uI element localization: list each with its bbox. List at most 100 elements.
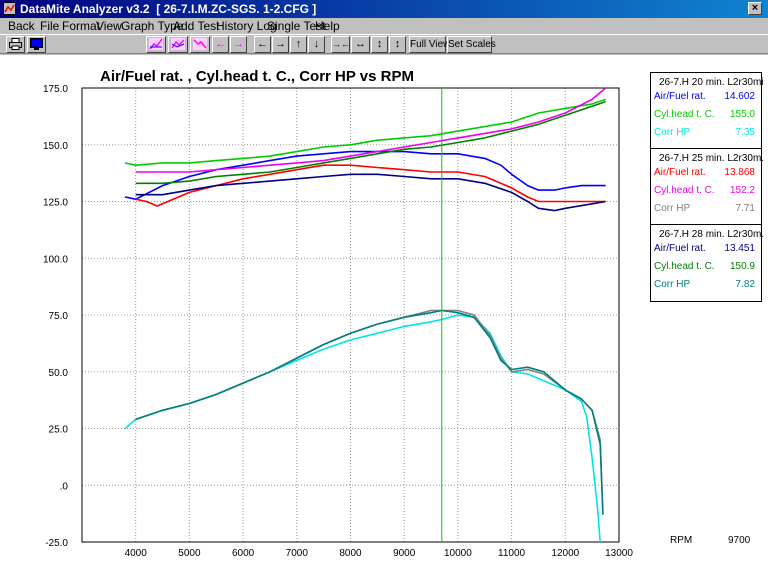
legend-row: Cyl.head t. C. 150.9 [654, 261, 759, 274]
legend-series-value: 155.0 [729, 109, 755, 120]
graph-next-button[interactable]: → [230, 36, 247, 53]
legend-header: 26-7.H 28 min. L2r30m. [659, 229, 765, 240]
y-tick-label: 125.0 [43, 198, 68, 209]
print-icon [9, 38, 22, 50]
full-view-button[interactable]: Full View [409, 36, 450, 53]
arrow-down-icon: ↓ [313, 38, 320, 50]
compress-horizontal-button[interactable]: →← [331, 36, 350, 53]
expand-horizontal-icon: →← [332, 39, 350, 49]
series-line [135, 173, 606, 212]
legend-series-name: Corr HP [654, 279, 691, 290]
legend-row: Air/Fuel rat. 13.451 [654, 243, 759, 256]
menu-single-test[interactable]: Single Test [267, 19, 326, 33]
series-line [135, 100, 606, 185]
legend-row: Corr HP 7.71 [654, 203, 759, 216]
graph-up-button[interactable] [146, 36, 166, 53]
arrow-right-icon: → [275, 38, 286, 50]
y-tick-label: 100.0 [43, 254, 68, 265]
x-tick-label: 12000 [551, 548, 579, 559]
menu-view[interactable]: View [96, 19, 122, 33]
pan-up-button[interactable]: ↑ [290, 36, 307, 53]
legend-series-name: Corr HP [654, 127, 691, 138]
legend-series-value: 152.2 [729, 185, 755, 196]
graph-prev-button[interactable]: ← [212, 36, 229, 53]
x-tick-label: 5000 [178, 548, 201, 559]
legend-header: 26-7.H 25 min. L2r30m. [659, 153, 765, 164]
menu-history-log[interactable]: History Log [216, 19, 277, 33]
pan-left-button[interactable]: ← [254, 36, 271, 53]
compress-vertical-button[interactable]: ↕ [371, 36, 388, 53]
stretch-horizontal-icon: ↔ [355, 38, 366, 50]
plot-frame [81, 87, 620, 543]
graph-multi-button[interactable] [168, 36, 188, 53]
compress-vertical-icon: ↕ [376, 38, 383, 50]
menu-file[interactable]: File [40, 19, 60, 33]
arrow-left-icon: ← [257, 38, 268, 50]
menu-back[interactable]: Back [8, 19, 35, 33]
series-line [124, 150, 606, 200]
legend-test-2: 26-7.H 25 min. L2r30m. Air/Fuel rat. 13.… [650, 148, 765, 226]
series-line [135, 309, 604, 515]
arrow-right-icon: → [233, 38, 244, 50]
x-tick-label: 10000 [444, 548, 472, 559]
legend-row: Air/Fuel rat. 13.868 [654, 167, 759, 180]
pan-down-button[interactable]: ↓ [308, 36, 325, 53]
series-group [124, 87, 607, 543]
legend-row: Corr HP 7.82 [654, 279, 759, 292]
menu-format[interactable]: Format [62, 19, 101, 33]
legend-row: Cyl.head t. C. 155.0 [654, 109, 759, 122]
graph-multi-icon [171, 38, 185, 50]
legend-row: Air/Fuel rat. 14.602 [654, 91, 759, 104]
menu-help[interactable]: Help [315, 19, 340, 33]
chart[interactable]: Air/Fuel rat. , Cyl.head t. C., Corr HP … [0, 55, 768, 576]
stretch-horizontal-button[interactable]: ↔ [351, 36, 370, 53]
grid [82, 88, 619, 542]
y-tick-label: .0 [60, 481, 69, 492]
legend-test-3: 26-7.H 28 min. L2r30m. Air/Fuel rat. 13.… [650, 224, 765, 302]
series-line [135, 87, 607, 173]
y-tick-label: 25.0 [49, 425, 69, 436]
x-tick-label: 8000 [339, 548, 362, 559]
y-tick-label: 50.0 [49, 368, 69, 379]
arrow-up-icon: ↑ [295, 38, 302, 50]
set-scales-button[interactable]: Set Scales [447, 36, 496, 53]
y-tick-label: 175.0 [43, 84, 68, 95]
legend-series-name: Air/Fuel rat. [654, 91, 706, 102]
legend-series-name: Corr HP [654, 203, 691, 214]
legend-row: Corr HP 7.35 [654, 127, 759, 140]
series-line [135, 164, 606, 207]
series-line [135, 309, 604, 513]
y-tick-label: 75.0 [49, 311, 69, 322]
close-button[interactable]: × [748, 2, 762, 15]
graph-down-button[interactable] [190, 36, 210, 53]
x-tick-label: 13000 [605, 548, 633, 559]
legend-test-1: 26-7.H 20 min. L2r30mi Air/Fuel rat. 14.… [650, 72, 764, 150]
print-button[interactable] [6, 36, 25, 53]
window-title: DataMite Analyzer v3.2 [ 26-7.I.M.ZC-SGS… [20, 2, 317, 16]
chart-title: Air/Fuel rat. , Cyl.head t. C., Corr HP … [100, 68, 414, 85]
graph-area[interactable]: Air/Fuel rat. , Cyl.head t. C., Corr HP … [0, 55, 768, 576]
pan-right-button[interactable]: → [272, 36, 289, 53]
stretch-vertical-icon: ↕ [394, 38, 401, 50]
menu-add-test[interactable]: Add Test [173, 19, 220, 33]
legend-series-value: 7.71 [735, 203, 755, 214]
menu-graph-type[interactable]: Graph Type [121, 19, 184, 33]
legend-series-value: 14.602 [724, 91, 755, 102]
rpm-label: RPM [670, 535, 692, 546]
x-tick-label: 9000 [393, 548, 416, 559]
legend-series-name: Cyl.head t. C. [654, 261, 715, 272]
stretch-vertical-button[interactable]: ↕ [389, 36, 406, 53]
graph-up-icon [149, 38, 163, 50]
title-bar: DataMite Analyzer v3.2 [ 26-7.I.M.ZC-SGS… [0, 0, 768, 18]
legend-series-value: 150.9 [729, 261, 755, 272]
y-tick-label: 150.0 [43, 141, 68, 152]
legend-series-name: Cyl.head t. C. [654, 109, 715, 120]
legend-series-name: Air/Fuel rat. [654, 167, 706, 178]
legend-header: 26-7.H 20 min. L2r30mi [659, 77, 764, 88]
x-tick-label: 11000 [498, 548, 526, 559]
monitor-icon [30, 38, 43, 50]
legend-series-value: 13.451 [724, 243, 755, 254]
toolbar: ← → ← → ↑ ↓ →← ↔ ↕ ↕ Full View Set Scale… [0, 34, 768, 54]
x-tick-label: 7000 [286, 548, 309, 559]
monitor-button[interactable] [27, 36, 46, 53]
